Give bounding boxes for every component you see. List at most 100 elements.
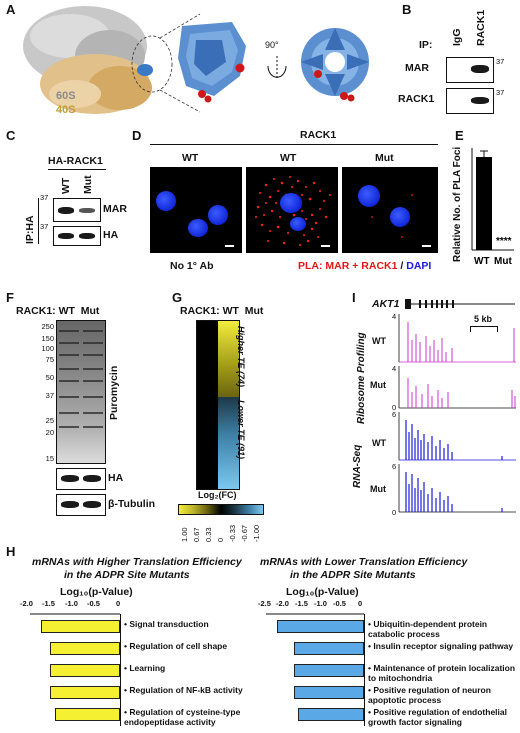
h-right-axis [266, 613, 364, 615]
panel-label-c: C [6, 128, 16, 143]
h-left-title-2: in the ADPR Site Mutants [64, 569, 190, 581]
track2-label: Mut [370, 380, 386, 390]
h-left-axis [30, 613, 120, 615]
track1-label: WT [372, 336, 386, 346]
ribosome-profiling-label: Ribosome Profiling [356, 332, 367, 424]
h-right-title-1: mRNAs with Lower Translation Efficiency [260, 556, 468, 568]
h-left-term-4: • Regulation of cysteine-type endopeptid… [124, 707, 241, 727]
d-col-wt1: WT [182, 152, 199, 164]
ribosome-structure-image: 90° [23, 6, 369, 114]
gene-model [405, 299, 515, 309]
f-markers: 250 150 100 75 50 37 25 20 15 [41, 322, 54, 463]
track2-ymax: 4 [392, 364, 397, 373]
coverage-tracks [398, 314, 516, 513]
h-left-ticks: -2.0 -1.5 -1.0 -0.5 0 [20, 599, 121, 608]
f-ha-label: HA [108, 472, 124, 484]
h-left-bar-4 [54, 708, 120, 721]
h-right-bar-1 [293, 642, 364, 655]
h-right-term-2: • Maintenance of protein localization to… [368, 663, 516, 683]
h-left-term-0: • Signal transduction [124, 619, 209, 629]
g-higher-te: Higher TE (74) [236, 326, 246, 388]
g-heatmap [196, 320, 240, 490]
scale-label: 5 kb [474, 314, 493, 324]
marker-c1: 37 [40, 193, 49, 202]
bar-wt [476, 157, 492, 250]
e-xlabel-wt: WT [474, 256, 490, 267]
track4-ymax: 6 [392, 462, 397, 471]
h-left-term-2: • Learning [124, 663, 166, 673]
d-footer-sep: / [397, 260, 407, 272]
label-40s: 40S [56, 104, 76, 116]
h-left-term-1: • Regulation of cell shape [124, 641, 228, 651]
h-right-bar-3 [293, 686, 364, 699]
panel-label-g: G [172, 290, 183, 305]
track3-label: WT [372, 438, 386, 448]
ip-ha-label: IP:HA [24, 215, 36, 244]
g-colorscale [178, 504, 264, 515]
panel-label-f: F [6, 290, 14, 305]
rotation-label: 90° [265, 40, 279, 50]
g-scale-ticks: 1.00 0.67 0.33 0 -0.33 -0.67 -1.00 [180, 524, 261, 542]
micrograph-wt-pla [246, 167, 338, 253]
blot-b-mar [446, 57, 494, 83]
row-label-ha-c: HA [103, 229, 119, 241]
h-right-term-1: • Insulin receptor signaling pathway [368, 641, 514, 651]
ip-label: IP: [419, 39, 433, 51]
d-col-wt2: WT [280, 152, 297, 164]
h-left-axis-label: Log₁₀(p-Value) [60, 586, 133, 598]
label-60s: 60S [56, 90, 76, 102]
track2-ymin: 0 [392, 403, 397, 412]
panel-label-i: I [352, 290, 356, 305]
micrograph-mut-pla [342, 167, 438, 253]
f-tubulin-label: β-Tubulin [108, 498, 156, 510]
d-footer-pla: PLA: MAR + RACK1 [298, 260, 398, 272]
h-right-bar-4 [297, 708, 364, 721]
blot-c-ha [53, 226, 101, 246]
h-left-bar-1 [50, 642, 120, 655]
lane-igg: IgG [451, 28, 463, 47]
d-header: RACK1 [300, 129, 337, 141]
g-header: RACK1: WT Mut [180, 305, 264, 317]
row-label-rack1-b: RACK1 [398, 93, 435, 105]
gene-name: AKT1 [372, 298, 400, 310]
micrograph-no-primary [150, 167, 242, 253]
d-footer-dapi: DAPI [406, 260, 432, 272]
blot-f-tubulin [56, 494, 106, 516]
blot-f-ha [56, 468, 106, 490]
marker-c2: 37 [40, 222, 49, 231]
g-lower-te: Lower TE (91) [236, 400, 246, 460]
row-label-mar-b: MAR [405, 62, 429, 74]
row-label-mar-c: MAR [103, 203, 127, 215]
h-left-term-3: • Regulation of NF-kB activity [124, 685, 243, 695]
f-puromycin-label: Puromycin [108, 365, 120, 420]
marker-b1: 37 [496, 57, 505, 66]
c-header: HA-RACK1 [48, 155, 103, 167]
h-right-axis-label: Log₁₀(p-Value) [286, 586, 359, 598]
h-right-title-2: in the ADPR Site Mutants [290, 569, 416, 581]
h-left-bar-3 [50, 686, 120, 699]
track1-ymax: 4 [392, 312, 397, 321]
lane-wt-c: WT [60, 177, 72, 194]
lane-rack1: RACK1 [475, 9, 487, 46]
panel-label-d: D [132, 128, 142, 143]
h-left-title-1: mRNAs with Higher Translation Efficiency [32, 556, 242, 568]
d-col-mut: Mut [375, 152, 394, 164]
h-right-term-4: • Positive regulation of endothelial gro… [368, 707, 507, 727]
h-right-term-0: • Ubiquitin-dependent protein catabolic … [368, 619, 488, 639]
marker-b2: 37 [496, 88, 505, 97]
rna-seq-label: RNA-Seq [352, 444, 363, 488]
panel-label-h: H [6, 544, 16, 559]
blot-c-mar [53, 198, 101, 222]
e-xlabel-mut: Mut [494, 256, 512, 267]
h-right-bar-2 [293, 664, 364, 677]
h-left-bar-0 [41, 620, 120, 633]
g-scale-title: Log₂(FC) [198, 490, 237, 500]
track3-ymax: 6 [392, 410, 397, 419]
h-right-bar-0 [276, 620, 364, 633]
d-footer-legend: PLA: MAR + RACK1 / DAPI [298, 260, 431, 272]
panel-label-b: B [402, 2, 412, 17]
significance-mut: **** [496, 236, 512, 247]
f-header: RACK1: WT Mut [16, 305, 100, 317]
h-left-bar-2 [50, 664, 120, 677]
e-ylabel: Relative No. of PLA Foci [452, 146, 463, 262]
